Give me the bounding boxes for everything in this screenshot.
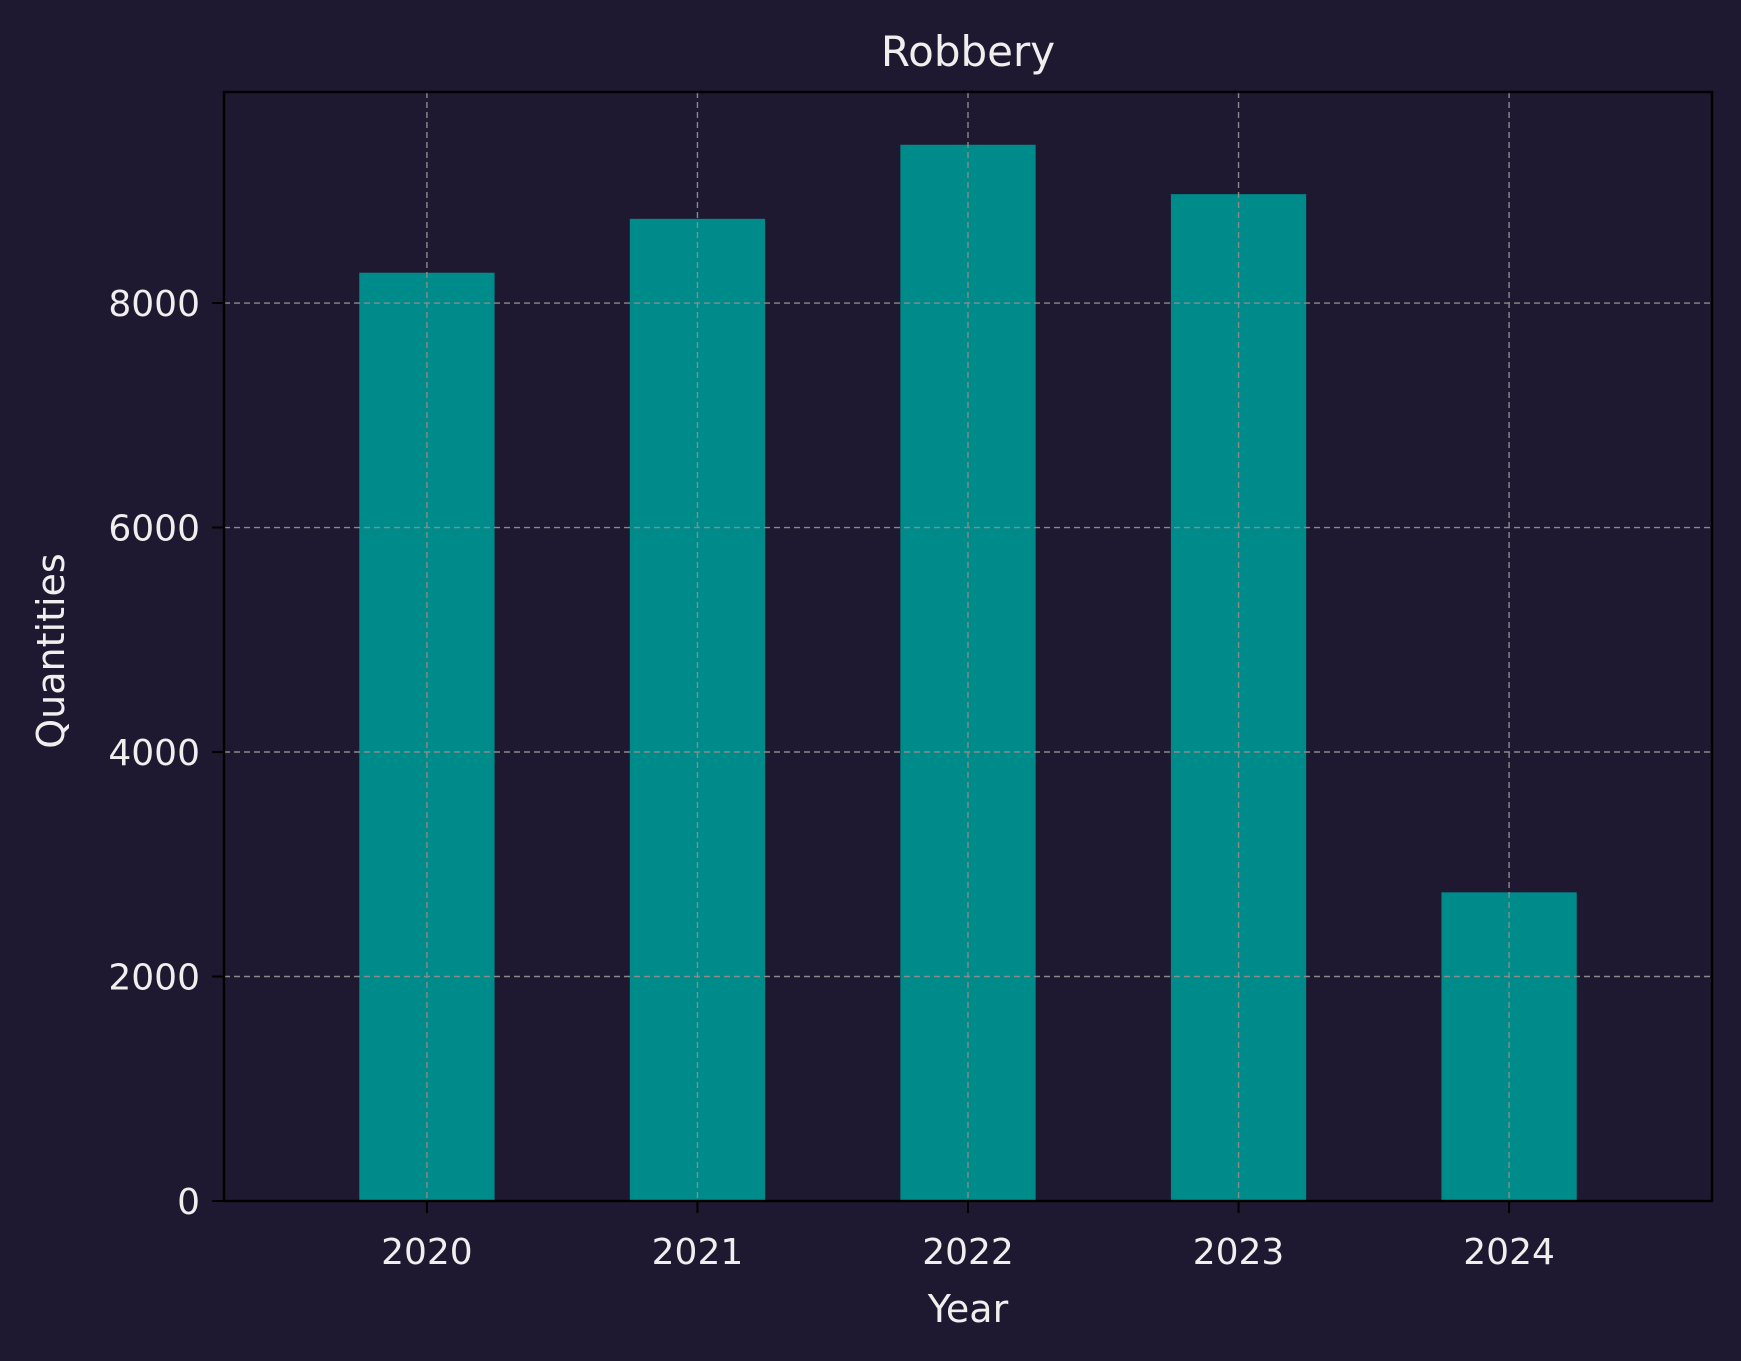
x-tick-label-2021: 2021 — [652, 1232, 744, 1273]
tick-labels-group: 2020 2021 2022 2023 2024 0 2000 4000 6000 8000 — [108, 284, 1555, 1273]
y-tick-label-4000: 4000 — [108, 733, 200, 774]
y-tick-label-2000: 2000 — [108, 958, 200, 999]
x-tick-label-2022: 2022 — [922, 1232, 1014, 1273]
chart-title: Robbery — [881, 27, 1055, 76]
x-tick-label-2023: 2023 — [1193, 1232, 1285, 1273]
axes-group — [212, 90, 1714, 1213]
grid-group — [224, 92, 1712, 1201]
x-tick-label-2020: 2020 — [381, 1232, 473, 1273]
y-tick-label-6000: 6000 — [108, 509, 200, 550]
x-axis-label: Year — [927, 1287, 1009, 1331]
y-tick-label-0: 0 — [177, 1182, 200, 1223]
y-tick-label-8000: 8000 — [108, 284, 200, 325]
y-axis-label: Quantities — [29, 553, 73, 748]
x-tick-label-2024: 2024 — [1463, 1232, 1555, 1273]
